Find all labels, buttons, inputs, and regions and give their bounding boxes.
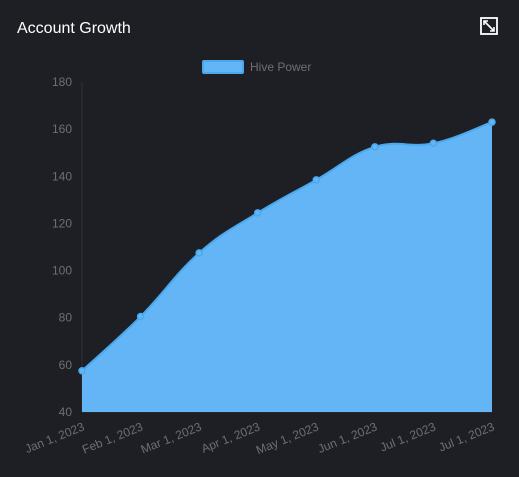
- y-tick-label: 180: [52, 75, 72, 89]
- data-point[interactable]: [136, 312, 145, 321]
- data-point[interactable]: [488, 118, 496, 126]
- x-tick-label: Jun 1, 2023: [316, 419, 380, 456]
- expand-icon: [480, 17, 498, 35]
- legend: Hive Power: [202, 60, 311, 74]
- y-axis: 40 60 80 100 120 140 160 180: [52, 75, 83, 419]
- account-growth-chart: Hive Power 40 60 80 100 120 140 160 180 Jan 1, …: [23, 60, 497, 457]
- data-point[interactable]: [195, 249, 203, 257]
- card-title: Account Growth: [17, 20, 131, 37]
- y-tick-label: 40: [59, 405, 73, 419]
- x-tick-label: Jul 1, 2023: [437, 419, 497, 454]
- x-tick-label: Jan 1, 2023: [23, 419, 87, 456]
- x-tick-label: Jul 1, 2023: [378, 419, 438, 454]
- y-tick-label: 160: [52, 122, 72, 136]
- plot-area: [78, 118, 496, 413]
- y-tick-label: 100: [52, 264, 72, 278]
- x-tick-label: May 1, 2023: [254, 419, 321, 457]
- data-point[interactable]: [312, 176, 321, 184]
- y-tick-label: 120: [52, 216, 72, 230]
- series-area-hive-power: [82, 122, 492, 413]
- y-tick-label: 60: [59, 358, 73, 372]
- y-tick-label: 140: [52, 169, 72, 183]
- x-tick-label: Apr 1, 2023: [199, 419, 262, 455]
- x-tick-label: Feb 1, 2023: [80, 419, 145, 456]
- card-header: Account Growth: [17, 17, 502, 41]
- data-point[interactable]: [253, 209, 262, 217]
- data-point[interactable]: [371, 143, 379, 151]
- legend-swatch-hive-power[interactable]: [202, 60, 244, 74]
- x-tick-label: Mar 1, 2023: [139, 419, 204, 456]
- expand-button[interactable]: [480, 17, 498, 35]
- data-point[interactable]: [429, 139, 438, 148]
- legend-label-hive-power: Hive Power: [250, 60, 311, 74]
- data-point[interactable]: [78, 367, 86, 375]
- series-line-hive-power: [81, 121, 493, 372]
- chart-area: Hive Power 40 60 80 100 120 140 160 180 Jan 1, …: [0, 50, 519, 472]
- y-tick-label: 80: [59, 311, 73, 325]
